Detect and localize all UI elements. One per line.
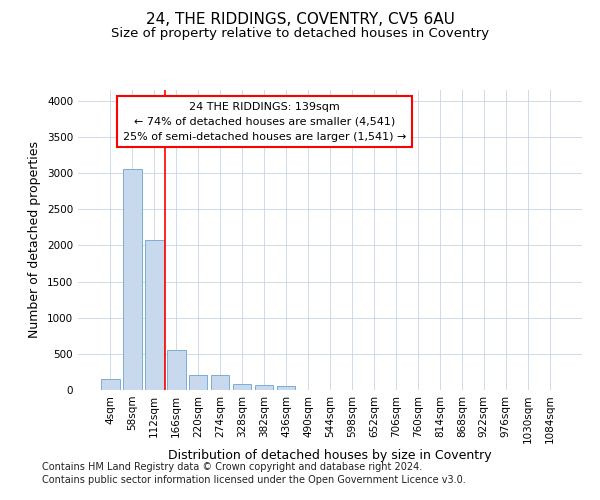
Text: 24 THE RIDDINGS: 139sqm
← 74% of detached houses are smaller (4,541)
25% of semi: 24 THE RIDDINGS: 139sqm ← 74% of detache… [123,102,406,142]
Text: Size of property relative to detached houses in Coventry: Size of property relative to detached ho… [111,28,489,40]
Bar [255,386,274,390]
X-axis label: Distribution of detached houses by size in Coventry: Distribution of detached houses by size … [168,449,492,462]
Bar [277,386,295,390]
Bar [211,375,229,390]
Text: Contains public sector information licensed under the Open Government Licence v3: Contains public sector information licen… [42,475,466,485]
Bar [145,240,164,390]
Bar [167,350,185,390]
Bar [101,379,119,390]
Text: 24, THE RIDDINGS, COVENTRY, CV5 6AU: 24, THE RIDDINGS, COVENTRY, CV5 6AU [146,12,454,28]
Bar [233,384,251,390]
Bar [189,375,208,390]
Text: Contains HM Land Registry data © Crown copyright and database right 2024.: Contains HM Land Registry data © Crown c… [42,462,422,472]
Y-axis label: Number of detached properties: Number of detached properties [28,142,41,338]
Bar [123,169,142,390]
